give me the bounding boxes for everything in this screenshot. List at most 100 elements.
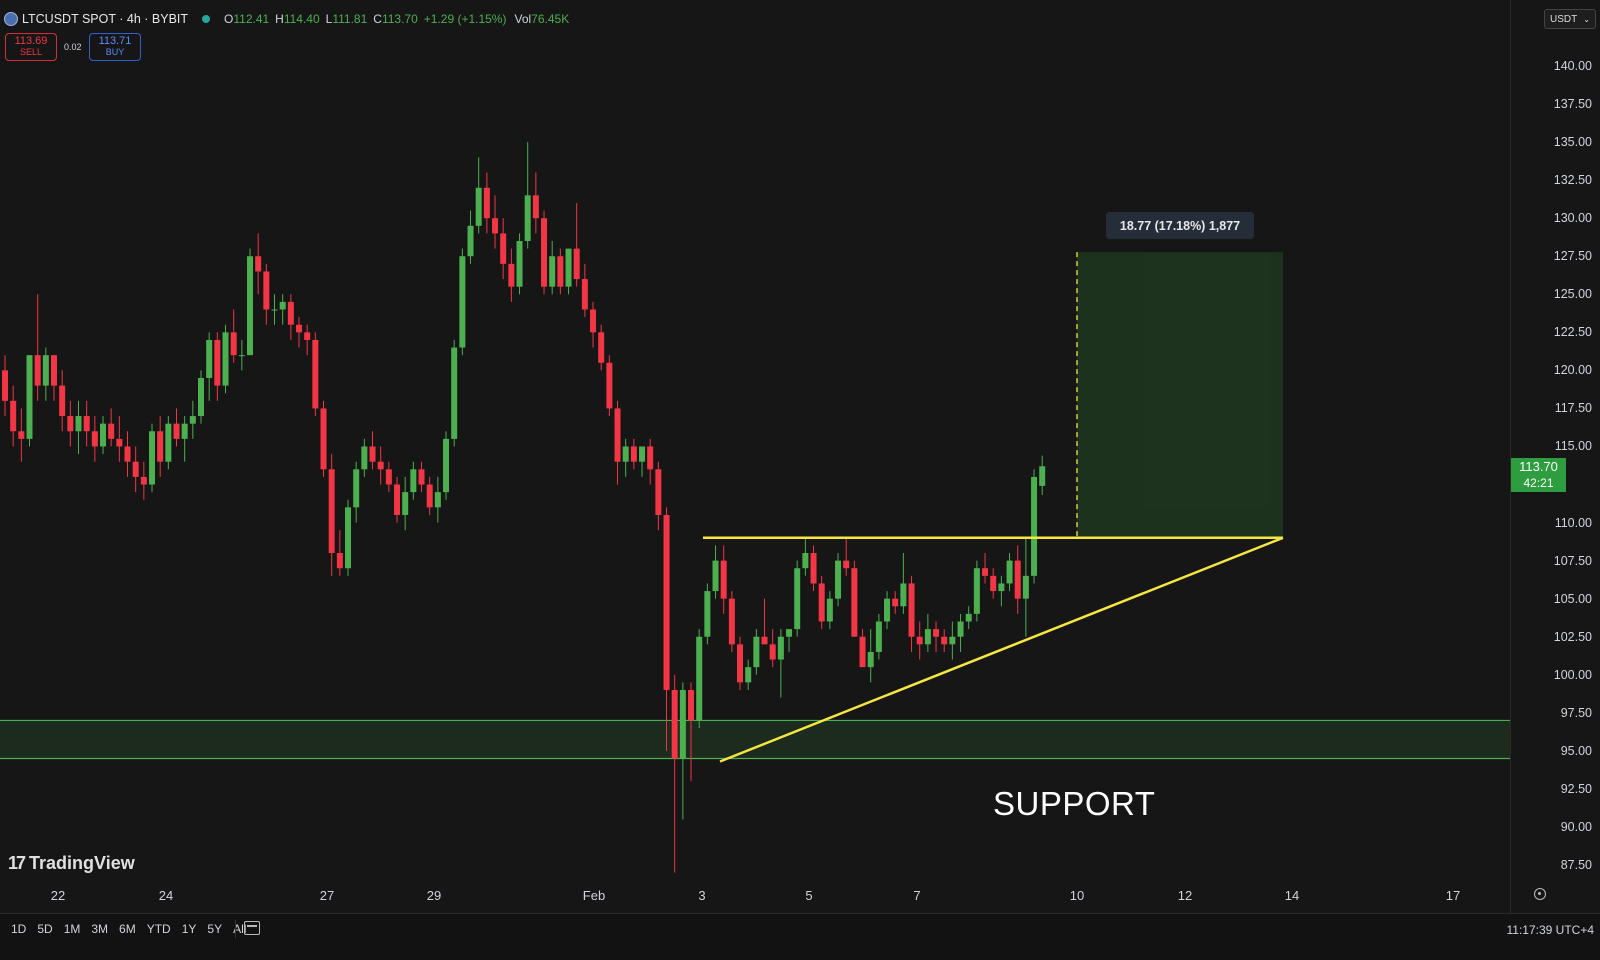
candle-body (67, 416, 74, 432)
candle-body (247, 256, 254, 356)
candle-body (222, 332, 229, 386)
range-1d[interactable]: 1D (11, 922, 27, 936)
candle-body (59, 385, 66, 417)
volume-label: Vol (514, 12, 532, 26)
candle-body (26, 355, 33, 439)
support-zone (0, 720, 1510, 759)
candle-body (753, 636, 760, 668)
price-tick: 92.50 (1560, 781, 1592, 796)
candle-body (214, 339, 221, 386)
open-label: O (224, 12, 234, 26)
buy-button[interactable]: 113.71 BUY (89, 33, 141, 61)
range-5y[interactable]: 5Y (207, 922, 223, 936)
candle-body (606, 362, 613, 409)
candle-body (140, 476, 147, 485)
price-tick: 105.00 (1553, 591, 1592, 606)
range-ytd[interactable]: YTD (146, 922, 171, 936)
tradingview-logo[interactable]: 17 TradingView (8, 853, 135, 874)
price-tick: 110.00 (1554, 515, 1592, 530)
candle-body (443, 438, 450, 493)
time-tick: 17 (1445, 888, 1461, 903)
chart-background (0, 0, 1510, 913)
candle-body (933, 629, 940, 637)
candle-body (492, 218, 499, 234)
candle-body (875, 621, 882, 652)
candle-body (598, 332, 605, 363)
chevron-down-icon: ⌄ (1583, 14, 1590, 24)
candle-body (835, 560, 842, 599)
symbol-header: LTCUSDT SPOT · 4h · BYBIT O 112.41 H 114.4… (4, 9, 571, 29)
candle-body (173, 423, 180, 439)
candle-body (630, 446, 637, 462)
candle-body (483, 187, 490, 219)
candle-body (916, 636, 923, 645)
candle-body (320, 408, 327, 470)
candle-body (541, 218, 548, 287)
candle-body (696, 636, 703, 721)
currency-select[interactable]: USDT ⌄ (1544, 9, 1596, 29)
candle-body (2, 370, 8, 401)
candle-body (42, 355, 49, 386)
candle-body (1039, 466, 1046, 486)
candle-body (18, 431, 25, 439)
last-price: 113.70 (1519, 459, 1558, 474)
price-tick: 107.50 (1553, 553, 1592, 568)
range-5d[interactable]: 5D (37, 922, 53, 936)
time-tick: 7 (913, 888, 921, 903)
candle-body (238, 355, 245, 357)
candle-body (982, 568, 989, 576)
volume-value: 76.45K (531, 12, 570, 26)
close-value: 113.70 (381, 12, 418, 26)
candle-body (826, 598, 833, 622)
range-1m[interactable]: 1M (63, 922, 81, 936)
range-3m[interactable]: 3M (91, 922, 109, 936)
candles (2, 142, 1046, 873)
range-1y[interactable]: 1Y (181, 922, 197, 936)
candle-body (581, 279, 588, 310)
rising-trendline (719, 536, 1284, 763)
candle-body (353, 469, 360, 508)
candle-body (279, 301, 286, 310)
candle-body (361, 446, 368, 470)
candle-body (418, 469, 425, 485)
candle-body (957, 621, 964, 637)
symbol-title[interactable]: LTCUSDT SPOT · 4h · BYBIT (22, 12, 189, 26)
calendar-icon[interactable] (244, 921, 260, 935)
low-value: 111.81 (332, 12, 368, 26)
change-value: +1.29 (+1.15%) (423, 12, 507, 26)
sell-button[interactable]: 113.69 SELL (5, 33, 57, 61)
candle-body (500, 233, 507, 264)
time-tick: Feb (582, 888, 606, 903)
candle-body (851, 568, 858, 637)
toolbar-divider (235, 920, 236, 938)
settings-icon[interactable] (1534, 888, 1546, 900)
candle-body (590, 309, 597, 333)
candle-body (728, 598, 735, 645)
time-tick: 22 (50, 888, 66, 903)
candle-body (230, 332, 237, 356)
candle-body (810, 553, 817, 584)
range-all[interactable]: All (233, 922, 247, 936)
range-6m[interactable]: 6M (119, 922, 136, 936)
bottom-toolbar: 1D 5D 1M 3M 6M YTD 1Y 5Y All 11:17:39 UT… (0, 913, 1600, 960)
candle-body (998, 583, 1005, 592)
time-tick: 24 (158, 888, 174, 903)
candle-body (34, 355, 41, 386)
candle-body (761, 636, 768, 645)
candle-body (206, 339, 213, 378)
candle-body (867, 651, 874, 668)
candle-body (532, 195, 539, 219)
price-tick: 122.50 (1553, 325, 1592, 340)
price-tick: 100.00 (1553, 667, 1592, 682)
candle-body (671, 689, 678, 759)
clock[interactable]: 11:17:39 UTC+4 (1506, 923, 1595, 937)
candle-body (75, 416, 82, 432)
price-tick: 90.00 (1560, 819, 1592, 834)
candle-body (377, 461, 384, 470)
candle-body (639, 446, 646, 462)
spread-value: 0.02 (64, 42, 82, 52)
candle-body (924, 629, 931, 645)
price-tick: 87.50 (1560, 858, 1592, 872)
candle-body (524, 195, 531, 242)
